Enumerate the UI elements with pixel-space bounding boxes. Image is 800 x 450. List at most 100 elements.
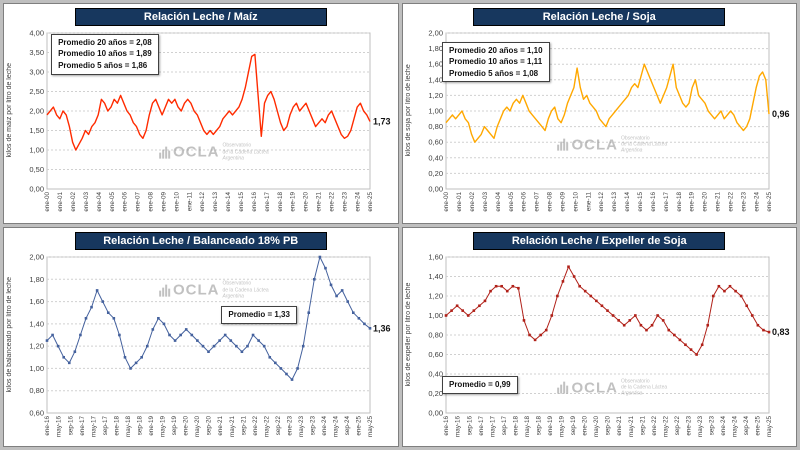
plot-area-soja: 0,00 0,20 0,40 0,60 0,80 1,00 1,20 1,40 1,60 1,80… [416, 28, 795, 223]
chart-svg-expeller: 0,00 0,20 0,40 0,60 0,80 1,00 1,20 1,40 1,60 ene-… [428, 252, 789, 437]
chart-body-expeller: kilos de expeller por litro de leche 0,0… [403, 251, 797, 447]
svg-text:may-18: may-18 [523, 415, 530, 436]
svg-text:ene-25: ene-25 [367, 192, 374, 212]
svg-text:ene-12: ene-12 [199, 192, 206, 212]
svg-text:1,80: 1,80 [29, 274, 44, 283]
svg-text:sep-17: sep-17 [500, 415, 507, 435]
svg-text:0,60: 0,60 [29, 408, 44, 417]
svg-text:ene-24: ene-24 [321, 415, 328, 435]
svg-text:1,00: 1,00 [428, 107, 443, 116]
svg-text:ene-04: ene-04 [96, 192, 103, 212]
svg-text:ene-25: ene-25 [356, 415, 363, 435]
svg-text:sep-23: sep-23 [310, 415, 317, 435]
chart-body-maiz: kilos de maíz por litro de leche 0,00 0,5… [4, 27, 398, 223]
svg-text:ene-10: ene-10 [173, 192, 180, 212]
last-value-label: 1,73 [373, 117, 391, 127]
panel-leche-balanceado: Relación Leche / Balanceado 18% PB kilos… [3, 226, 399, 447]
svg-text:ene-05: ene-05 [109, 192, 116, 212]
svg-text:sep-18: sep-18 [535, 415, 542, 435]
svg-text:ene-11: ene-11 [585, 192, 592, 212]
svg-text:ene-04: ene-04 [494, 192, 501, 212]
panel-leche-maiz: Relación Leche / Maíz kilos de maíz por … [3, 3, 399, 224]
svg-text:ene-24: ene-24 [720, 415, 727, 435]
svg-text:2,00: 2,00 [428, 29, 443, 38]
svg-text:2,50: 2,50 [29, 87, 44, 96]
average-annotation: Promedio 20 años = 1,10 Promedio 10 años … [441, 41, 550, 83]
svg-text:sep-17: sep-17 [102, 415, 109, 435]
chart-body-balanceado: kilos de balanceado por litro de leche 0… [4, 251, 398, 447]
y-axis-title-expeller: kilos de expeller por litro de leche [404, 281, 412, 386]
svg-text:ene-23: ene-23 [685, 415, 692, 435]
panel-leche-soja: Relación Leche / Soja kilos de soja por … [401, 3, 797, 224]
svg-text:sep-24: sep-24 [743, 415, 750, 435]
svg-text:1,50: 1,50 [29, 126, 44, 135]
svg-text:ene-22: ene-22 [650, 415, 657, 435]
svg-text:ene-23: ene-23 [740, 192, 747, 212]
svg-text:ene-16: ene-16 [251, 192, 258, 212]
svg-text:0,50: 0,50 [29, 165, 44, 174]
svg-text:ene-21: ene-21 [316, 192, 323, 212]
annotation-line: Promedio 5 años = 1,86 [58, 61, 148, 71]
annotation-line: Promedio 5 años = 1,08 [448, 68, 539, 78]
svg-text:0,60: 0,60 [428, 138, 443, 147]
last-value-label: 0,96 [772, 109, 790, 119]
svg-text:1,80: 1,80 [428, 44, 443, 53]
svg-text:sep-20: sep-20 [206, 415, 213, 435]
svg-text:1,40: 1,40 [428, 272, 443, 281]
svg-text:1,60: 1,60 [428, 252, 443, 261]
svg-text:ene-01: ene-01 [456, 192, 463, 212]
average-annotation: Promedio 20 años = 2,08 Promedio 10 años … [51, 33, 159, 75]
svg-text:ene-24: ene-24 [753, 192, 760, 212]
svg-text:may-24: may-24 [333, 415, 340, 436]
svg-text:may-16: may-16 [56, 415, 63, 436]
svg-text:ene-17: ene-17 [264, 192, 271, 212]
svg-text:1,20: 1,20 [428, 291, 443, 300]
svg-text:may-17: may-17 [90, 415, 97, 436]
svg-text:ene-07: ene-07 [533, 192, 540, 212]
svg-text:ene-02: ene-02 [70, 192, 77, 212]
svg-text:may-25: may-25 [766, 415, 773, 436]
svg-text:ene-06: ene-06 [122, 192, 129, 212]
chart-title-expeller: Relación Leche / Expeller de Soja [473, 231, 726, 250]
annotation-line: Promedio 10 años = 1,11 [448, 57, 543, 67]
svg-text:ene-08: ene-08 [148, 192, 155, 212]
svg-text:may-19: may-19 [558, 415, 565, 436]
svg-text:3,00: 3,00 [29, 68, 44, 77]
svg-text:1,20: 1,20 [29, 341, 44, 350]
svg-text:ene-22: ene-22 [328, 192, 335, 212]
last-value-label: 1,36 [373, 323, 391, 333]
panel-leche-expeller: Relación Leche / Expeller de Soja kilos … [401, 226, 797, 447]
svg-text:ene-23: ene-23 [286, 415, 293, 435]
svg-text:ene-20: ene-20 [303, 192, 310, 212]
svg-text:sep-21: sep-21 [240, 415, 247, 435]
svg-text:0,80: 0,80 [428, 330, 443, 339]
svg-text:ene-16: ene-16 [649, 192, 656, 212]
svg-text:ene-02: ene-02 [469, 192, 476, 212]
svg-text:0,00: 0,00 [29, 185, 44, 194]
svg-text:ene-17: ene-17 [79, 415, 86, 435]
svg-text:ene-19: ene-19 [688, 192, 695, 212]
svg-text:0,60: 0,60 [428, 350, 443, 359]
chart-svg-maiz: 0,00 0,50 1,00 1,50 2,00 2,50 3,00 3,50 4,00 ene-… [29, 29, 391, 212]
svg-text:0,00: 0,00 [428, 185, 443, 194]
svg-text:ene-00: ene-00 [443, 192, 450, 212]
svg-text:may-23: may-23 [696, 415, 703, 436]
svg-text:ene-01: ene-01 [57, 192, 64, 212]
svg-text:ene-20: ene-20 [183, 415, 190, 435]
svg-text:ene-12: ene-12 [598, 192, 605, 212]
svg-text:sep-24: sep-24 [344, 415, 351, 435]
annotation-line: Promedio 10 años = 1,89 [58, 49, 152, 59]
svg-text:may-25: may-25 [367, 415, 374, 436]
plot-area-balanceado: 0,60 0,80 1,00 1,20 1,40 1,60 1,80 2,00 ene-16 ma… [17, 252, 396, 447]
svg-text:4,00: 4,00 [29, 29, 44, 38]
svg-text:1,40: 1,40 [29, 319, 44, 328]
plot-area-expeller: 0,00 0,20 0,40 0,60 0,80 1,00 1,20 1,40 1,60 ene-… [416, 252, 795, 447]
y-axis-title-soja: kilos de soja por litro de leche [404, 64, 412, 157]
svg-text:ene-21: ene-21 [217, 415, 224, 435]
chart-title-soja: Relación Leche / Soja [473, 8, 726, 26]
svg-text:ene-18: ene-18 [277, 192, 284, 212]
svg-text:1,60: 1,60 [428, 60, 443, 69]
svg-text:may-22: may-22 [263, 415, 270, 436]
svg-text:ene-20: ene-20 [581, 415, 588, 435]
svg-text:ene-21: ene-21 [616, 415, 623, 435]
